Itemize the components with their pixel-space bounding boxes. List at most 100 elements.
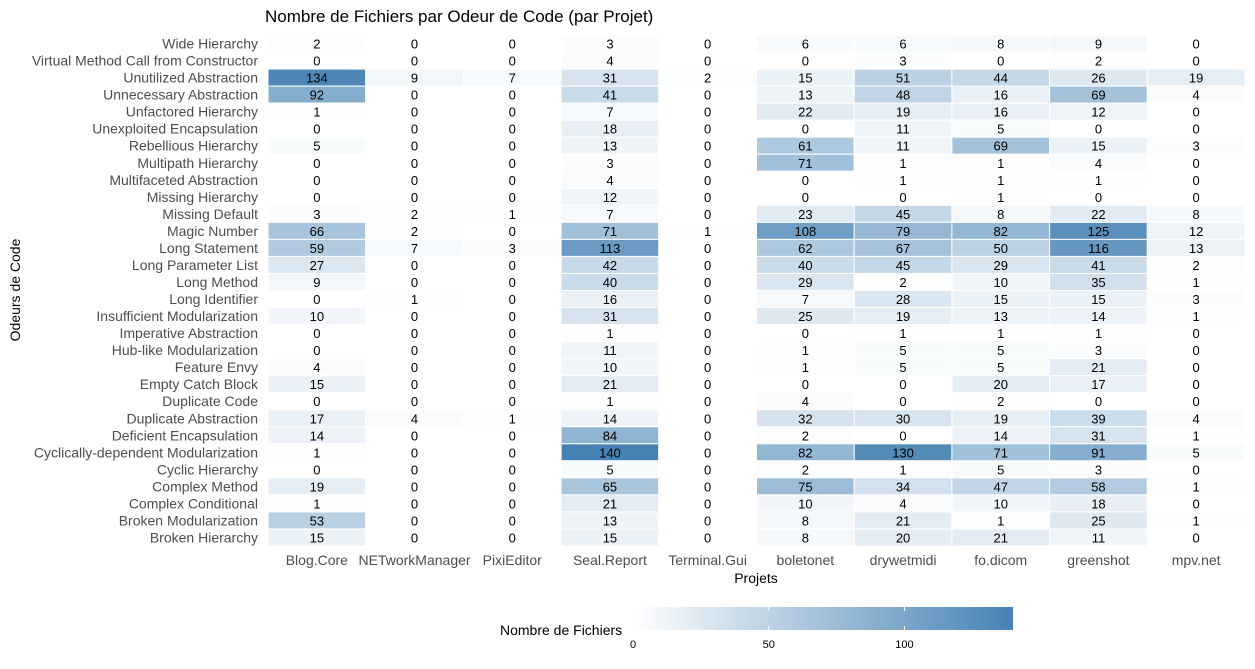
cell-value-label: 0 <box>1193 496 1200 511</box>
cell-value-label: 13 <box>603 513 617 528</box>
cell-value-label: 15 <box>310 377 324 392</box>
cell-value-label: 0 <box>1193 530 1200 545</box>
x-tick-label: Seal.Report <box>573 552 647 568</box>
cell-value-label: 11 <box>1092 530 1106 545</box>
cell-value-label: 0 <box>1193 326 1200 341</box>
legend-tick-label: 50 <box>763 639 775 651</box>
cell-value-label: 0 <box>411 462 418 477</box>
x-tick-label: fo.dicom <box>974 552 1027 568</box>
cell-value-label: 7 <box>606 105 613 120</box>
cell-value-label: 8 <box>997 37 1004 52</box>
y-tick-label: Imperative Abstraction <box>119 325 258 341</box>
cell-value-label: 35 <box>1091 275 1105 290</box>
cell-value-label: 0 <box>509 445 516 460</box>
cell-value-label: 13 <box>798 88 812 103</box>
cell-value-label: 15 <box>1091 139 1105 154</box>
cell-value-label: 14 <box>603 411 617 426</box>
cell-value-label: 0 <box>509 173 516 188</box>
cell-value-label: 0 <box>411 88 418 103</box>
cell-value-label: 2 <box>411 207 418 222</box>
cell-value-label: 1 <box>899 173 906 188</box>
cell-value-label: 2 <box>802 428 809 443</box>
cell-value-label: 0 <box>704 479 711 494</box>
cell-value-label: 9 <box>411 71 418 86</box>
cell-value-label: 0 <box>1193 54 1200 69</box>
cell-value-label: 1 <box>899 462 906 477</box>
cell-value-label: 0 <box>802 122 809 137</box>
cell-value-label: 62 <box>798 241 812 256</box>
cell-value-label: 3 <box>1095 462 1102 477</box>
cell-value-label: 4 <box>606 54 613 69</box>
cell-value-label: 27 <box>310 258 324 273</box>
cell-value-label: 4 <box>1193 411 1200 426</box>
cell-value-label: 0 <box>313 343 320 358</box>
cell-value-label: 1 <box>704 224 711 239</box>
cell-value-label: 2 <box>899 275 906 290</box>
cell-value-label: 0 <box>899 428 906 443</box>
cell-value-label: 1 <box>1095 173 1102 188</box>
y-tick-label: Missing Hierarchy <box>147 189 258 205</box>
cell-value-label: 0 <box>509 292 516 307</box>
cell-value-label: 0 <box>802 326 809 341</box>
cell-value-label: 3 <box>899 54 906 69</box>
x-tick-label: PixiEditor <box>483 552 542 568</box>
cell-value-label: 0 <box>704 343 711 358</box>
cell-value-label: 7 <box>606 207 613 222</box>
cell-value-label: 130 <box>892 445 914 460</box>
cell-value-label: 47 <box>994 479 1008 494</box>
cell-value-label: 59 <box>310 241 324 256</box>
cell-value-label: 71 <box>798 156 812 171</box>
cell-value-label: 0 <box>899 377 906 392</box>
cell-value-label: 0 <box>509 156 516 171</box>
cell-value-label: 3 <box>509 241 516 256</box>
cell-value-label: 15 <box>310 530 324 545</box>
cell-value-label: 13 <box>1189 241 1203 256</box>
cell-value-label: 0 <box>704 309 711 324</box>
cell-value-label: 19 <box>896 309 910 324</box>
cell-value-label: 5 <box>606 462 613 477</box>
y-tick-label: Deficient Encapsulation <box>112 427 258 443</box>
cell-value-label: 71 <box>603 224 617 239</box>
cell-value-label: 92 <box>310 88 324 103</box>
y-tick-label: Duplicate Abstraction <box>126 410 258 426</box>
cell-value-label: 13 <box>603 139 617 154</box>
x-tick-label: NETworkManager <box>359 552 471 568</box>
cell-value-label: 1 <box>1193 513 1200 528</box>
cell-value-label: 53 <box>310 513 324 528</box>
cell-value-label: 1 <box>997 190 1004 205</box>
cell-value-label: 42 <box>603 258 617 273</box>
cell-value-label: 4 <box>802 394 809 409</box>
cell-value-label: 0 <box>313 173 320 188</box>
heatmap-cells <box>267 34 1246 547</box>
legend-color-bar <box>633 607 1013 630</box>
x-tick-label: greenshot <box>1067 552 1129 568</box>
legend-tick-label: 100 <box>895 639 913 651</box>
cell-value-label: 2 <box>1193 258 1200 273</box>
y-tick-label: Long Statement <box>159 240 258 256</box>
cell-value-label: 0 <box>704 275 711 290</box>
y-tick-label: Missing Default <box>162 206 258 222</box>
cell-value-label: 21 <box>1091 360 1105 375</box>
cell-value-label: 31 <box>603 309 617 324</box>
cell-value-label: 66 <box>310 224 324 239</box>
y-tick-label: Multifaceted Abstraction <box>109 172 258 188</box>
cell-value-label: 0 <box>704 360 711 375</box>
cell-value-label: 0 <box>704 411 711 426</box>
cell-value-label: 41 <box>603 88 617 103</box>
x-tick-label: Blog.Core <box>286 552 348 568</box>
cell-value-label: 0 <box>509 428 516 443</box>
y-tick-label: Insufficient Modularization <box>96 308 258 324</box>
cell-value-label: 0 <box>313 122 320 137</box>
cell-value-label: 1 <box>606 326 613 341</box>
cell-value-label: 7 <box>802 292 809 307</box>
cell-value-label: 0 <box>411 496 418 511</box>
cell-value-label: 0 <box>1193 156 1200 171</box>
y-tick-label: Duplicate Code <box>162 393 258 409</box>
y-tick-label: Unfactored Hierarchy <box>126 104 258 120</box>
cell-value-label: 2 <box>411 224 418 239</box>
y-tick-label: Virtual Method Call from Constructor <box>32 53 258 69</box>
y-tick-label: Feature Envy <box>175 359 258 375</box>
cell-value-label: 23 <box>798 207 812 222</box>
cell-value-label: 0 <box>1193 173 1200 188</box>
cell-value-label: 0 <box>704 513 711 528</box>
